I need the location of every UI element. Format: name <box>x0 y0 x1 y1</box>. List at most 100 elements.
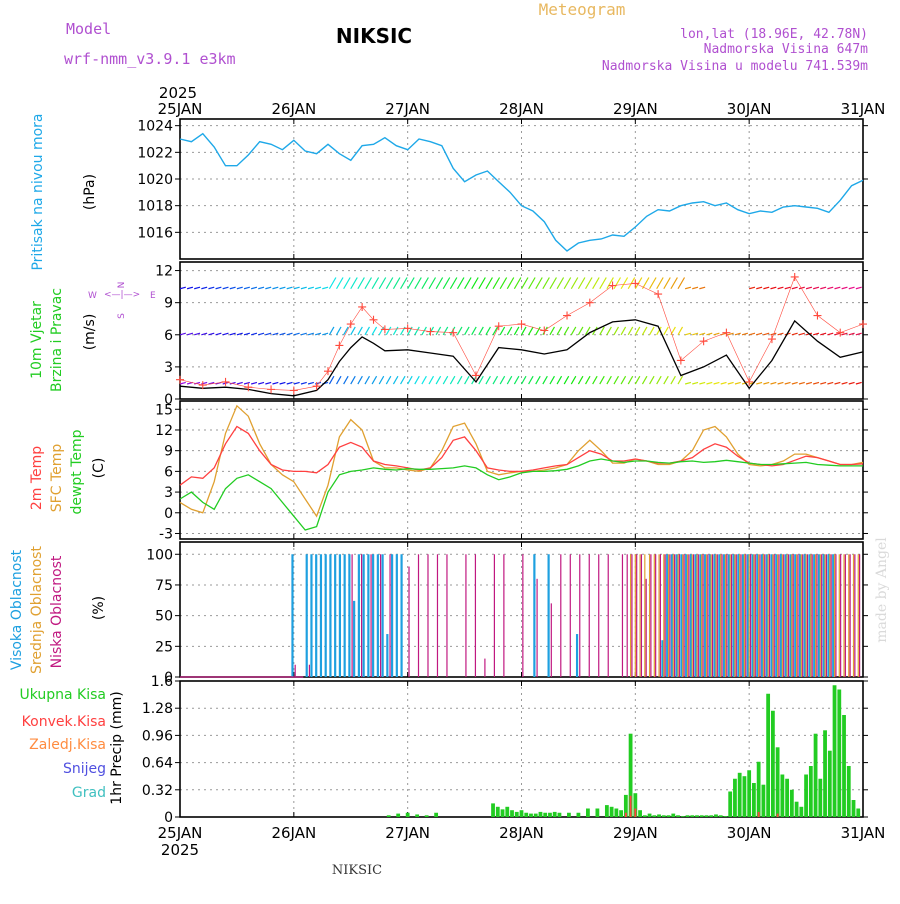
wind-barb <box>378 277 387 290</box>
pressure-ytick-label: 1018 <box>137 199 173 215</box>
conv-precip-bar <box>629 795 632 817</box>
wind-barb <box>186 286 194 290</box>
wind-barb <box>201 381 208 385</box>
wind-barb <box>634 375 641 385</box>
precip-bar <box>604 805 609 817</box>
precip-bar <box>723 816 728 817</box>
top-day-label: 29JAN <box>613 100 658 118</box>
wind-unit: (m/s) <box>82 314 98 351</box>
cloud-ytick-label: 25 <box>155 639 173 655</box>
wind-barb <box>272 332 279 336</box>
wind-barb <box>520 326 527 336</box>
wind-ylabel-line1: 10m Vjetar <box>29 301 45 379</box>
wind-barb <box>236 332 243 336</box>
wind-barb <box>385 326 392 336</box>
temp-ytick-label: 15 <box>155 402 173 418</box>
wind-barb <box>236 286 243 290</box>
precip-bar <box>709 815 714 817</box>
wind-barb <box>549 375 555 385</box>
precip-bar <box>804 774 808 817</box>
wind-barb <box>613 375 620 385</box>
wind-barb <box>713 332 720 336</box>
wind-barb <box>763 332 770 336</box>
wind-barb <box>820 381 827 385</box>
wind-barb <box>599 326 605 336</box>
legend-snijeg: Snijeg <box>63 761 106 777</box>
wind-barb <box>841 332 848 336</box>
wind-barb <box>613 326 620 336</box>
wind-barb <box>720 381 727 385</box>
precip-bar <box>714 814 718 817</box>
precip-bar <box>695 815 699 817</box>
lonlat-label: lon,lat (18.96E, 42.78N) <box>680 27 868 42</box>
precip-bar <box>533 813 538 817</box>
wind-panel: 0 3 6 9 12 <box>155 261 868 408</box>
wind-barb <box>848 286 855 290</box>
precip-bar <box>737 772 742 817</box>
precip-bar <box>813 733 818 817</box>
wind-barb <box>201 332 208 336</box>
wind-barb <box>506 375 513 385</box>
wind-barb <box>336 326 342 336</box>
pressure-frame <box>179 118 864 260</box>
wind-barb <box>677 375 684 385</box>
precip-bar <box>505 806 510 817</box>
cloud-panel: 0 25 50 75 100 <box>146 541 868 686</box>
wind-barb <box>250 332 258 336</box>
wind-barb <box>428 375 435 385</box>
wind-barb <box>713 381 720 385</box>
wind-barb <box>834 286 841 290</box>
wind-barb <box>663 375 669 385</box>
precip-bar <box>789 789 794 817</box>
precip-bar <box>424 815 429 817</box>
precip-bar <box>491 803 495 817</box>
wind-barb <box>756 332 763 336</box>
wind-barb <box>777 381 784 385</box>
wind-barb <box>606 375 612 385</box>
wind-barb <box>385 375 392 385</box>
product-title: Meteogram <box>539 0 626 19</box>
wind-barb <box>250 286 258 290</box>
wind-barb <box>258 381 265 385</box>
temp-ytick-label: 6 <box>164 464 173 480</box>
wind-barb <box>456 375 463 385</box>
wind-barb <box>699 286 706 290</box>
bottom-day-label: 29JAN <box>613 824 658 842</box>
wind-barb <box>535 326 541 336</box>
wind-barb <box>300 286 307 290</box>
wind-barb <box>670 375 676 385</box>
precip-bar <box>699 815 704 817</box>
wind-barb <box>592 375 598 385</box>
wind-barb <box>699 381 706 385</box>
wind-barb <box>848 332 855 336</box>
wind-barb <box>841 286 848 290</box>
wind-barb <box>315 286 322 290</box>
precip-bar <box>690 815 695 817</box>
top-year-label: 2025 <box>159 84 197 102</box>
cloud-ytick-label: 0 <box>164 670 173 686</box>
precip-bar <box>728 791 733 817</box>
precip-ytick-label: 0.32 <box>142 783 173 799</box>
gust-marker <box>859 320 867 329</box>
wind-barb <box>492 375 499 385</box>
top-day-label: 31JAN <box>841 100 886 118</box>
pressure-line <box>179 132 864 252</box>
wind-barb <box>699 332 706 336</box>
cloud-ylabel-high: Visoka Oblacnost <box>9 549 25 670</box>
wind-barb <box>428 277 437 290</box>
precip-bar <box>529 813 533 817</box>
wind-barb <box>577 277 586 290</box>
wind-barb <box>563 277 572 290</box>
wind-barb <box>357 277 365 290</box>
precip-bar <box>623 794 628 817</box>
wind-barb <box>855 332 862 336</box>
temp-panel: -3 0 3 6 9 12 15 <box>155 400 868 542</box>
wind-barb <box>692 286 699 290</box>
wind-barb <box>506 326 513 336</box>
wind-barb <box>656 375 662 385</box>
wind-barb <box>336 375 342 385</box>
precip-bar <box>415 814 420 817</box>
wind-barb <box>634 326 641 336</box>
